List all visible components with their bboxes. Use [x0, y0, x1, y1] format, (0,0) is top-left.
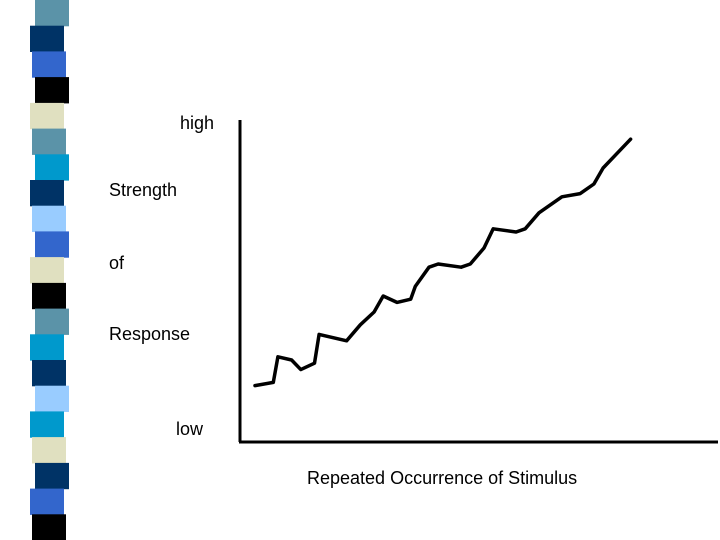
- stripe-block: [32, 360, 66, 387]
- stripe-block: [32, 205, 66, 232]
- stripe-block: [32, 282, 66, 310]
- stripe-block: [35, 0, 69, 27]
- stripe-block: [35, 231, 69, 258]
- stripe-block: [30, 488, 64, 515]
- stripe-block: [32, 514, 66, 540]
- stripe-block: [30, 25, 64, 52]
- stripe-block: [30, 257, 64, 284]
- stripe-block: [30, 411, 64, 438]
- stripe-block: [35, 77, 69, 104]
- stripe-block: [35, 154, 69, 181]
- response-curve-series-0: [253, 137, 633, 388]
- stripe-block: [32, 51, 66, 78]
- stripe-block: [30, 180, 64, 207]
- y-axis-label-line-2: of: [109, 253, 125, 273]
- stripe-block: [32, 437, 66, 464]
- stripe-block: [35, 385, 69, 412]
- stripe-block: [35, 308, 69, 335]
- y-axis-label-line-1: Strength: [109, 180, 178, 200]
- decorative-color-stripe: [30, 0, 69, 540]
- stripe-block: [32, 128, 66, 155]
- y-axis-high-label: high: [180, 113, 215, 133]
- stripe-block: [35, 462, 69, 490]
- y-axis-low-label: low: [176, 419, 204, 439]
- y-axis-label-line-3: Response: [109, 324, 191, 344]
- stripe-block: [30, 102, 64, 130]
- x-axis-label: Repeated Occurrence of Stimulus: [307, 468, 578, 488]
- stripe-block: [30, 334, 64, 361]
